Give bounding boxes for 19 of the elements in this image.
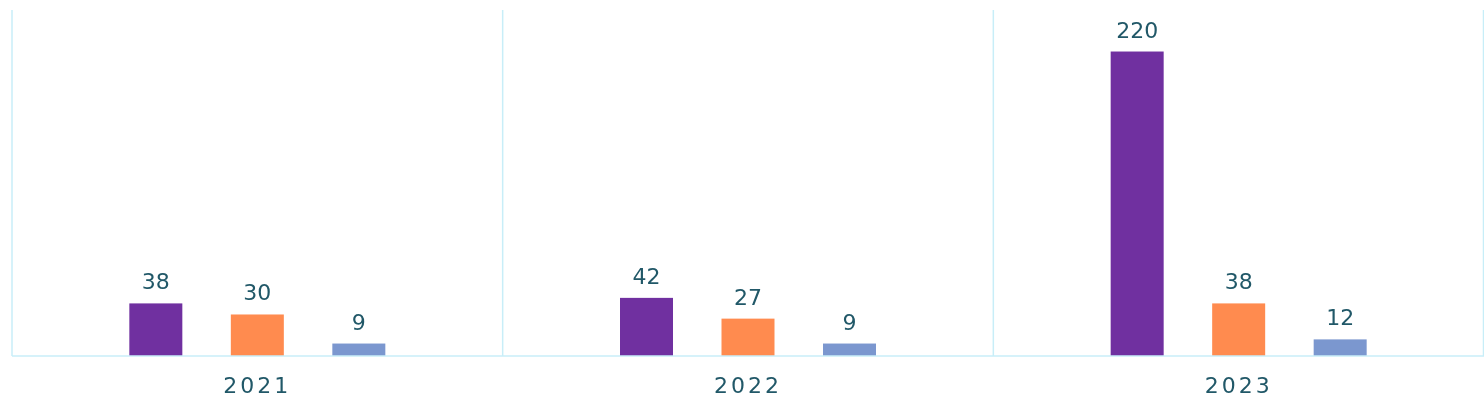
data-label: 38 [141,269,170,295]
data-label: 220 [1116,17,1159,43]
bar [230,314,284,356]
data-label: 9 [351,309,366,335]
bar [1313,339,1367,356]
bar [721,318,775,356]
bar [1110,51,1164,356]
data-label: 38 [1224,269,1253,295]
data-label: 30 [243,280,272,306]
data-label: 27 [734,284,762,310]
bar [129,303,183,356]
x-tick-label: 2023 [1204,373,1273,398]
x-tick-label: 2022 [714,373,782,398]
data-label: 9 [842,309,857,335]
x-tick-label: 2021 [223,373,292,398]
bar [620,297,673,356]
data-label: 12 [1326,305,1355,331]
data-label: 42 [632,263,661,289]
bar [1212,303,1266,356]
